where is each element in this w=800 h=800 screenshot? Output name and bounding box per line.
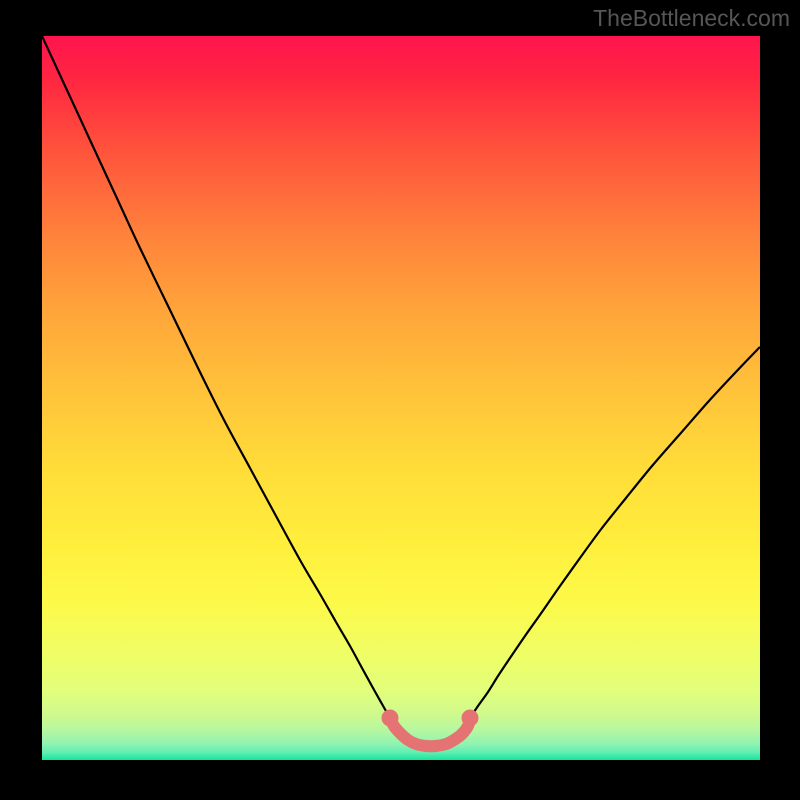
watermark-text: TheBottleneck.com bbox=[593, 5, 790, 31]
bottleneck-chart: TheBottleneck.com bbox=[0, 0, 800, 800]
plot-area-gradient bbox=[42, 36, 760, 760]
optimal-range-endpoint-right bbox=[462, 710, 479, 727]
optimal-range-endpoint-left bbox=[382, 710, 399, 727]
